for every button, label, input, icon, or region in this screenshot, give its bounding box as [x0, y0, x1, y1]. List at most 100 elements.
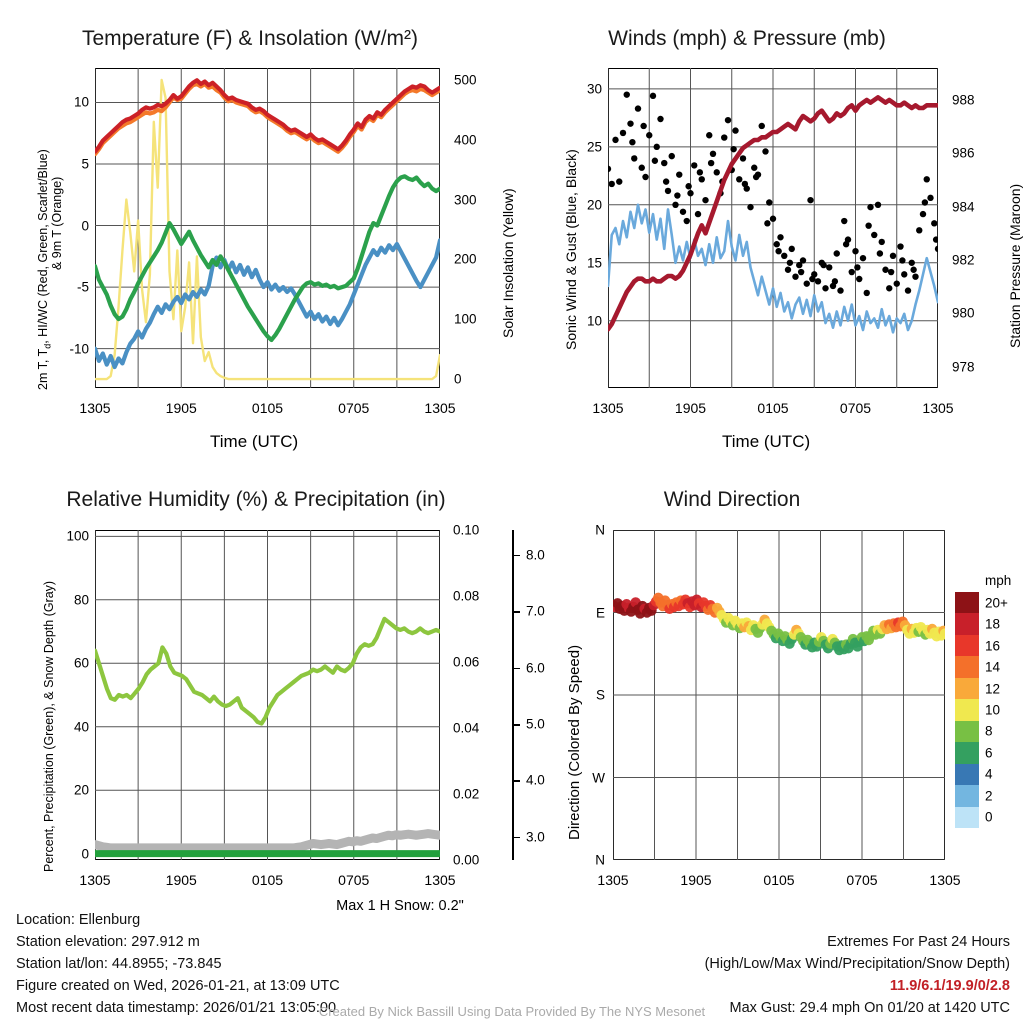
axis-tick-label: 0105	[763, 872, 795, 888]
chart-title-winds: Winds (mph) & Pressure (mb)	[608, 27, 886, 50]
axis-tick-label: 0	[81, 846, 89, 862]
axis-tick-label: 984	[952, 199, 975, 215]
axis-tick	[512, 724, 520, 726]
axis-tick-label: 7.0	[526, 603, 545, 619]
colorbar-label: 0	[985, 809, 993, 825]
axis-tick-label: 6.0	[526, 660, 545, 676]
axis-tick-label: 1305	[597, 872, 629, 888]
chart-title-humidity: Relative Humidity (%) & Precipitation (i…	[66, 488, 446, 511]
axis-tick-label: 200	[454, 251, 477, 267]
colorbar-swatch	[955, 613, 979, 636]
colorbar-label: 8	[985, 723, 993, 739]
axis-tick-label: 4.0	[526, 772, 545, 788]
axis-tick-label: 10	[586, 313, 602, 329]
figure-credit: Created By Nick Bassill Using Data Provi…	[318, 1004, 706, 1019]
axis-tick	[512, 667, 520, 670]
axis-tick-label: 1305	[592, 400, 624, 416]
axis-title-time-1: Time (UTC)	[210, 432, 299, 451]
axis-tick-label: 0705	[846, 872, 878, 888]
axis-tick	[512, 611, 520, 613]
footer-location: Location: Ellenburg	[16, 912, 141, 928]
axis-tick-label: 0.04	[453, 720, 480, 736]
axis-tick-label: 0.06	[453, 654, 480, 670]
colorbar-swatch	[955, 634, 979, 657]
colorbar-label: 14	[985, 659, 1001, 675]
colorbar-label: 20+	[985, 595, 1008, 611]
plot-area-temperature: -10 -5 0 5 10 0 100 200 300 400 500 1305 1905 0105 070…	[69, 68, 477, 416]
max-1h-snow-annotation: Max 1 H Snow: 0.2"	[336, 898, 464, 914]
axis-tick-label: 10	[73, 94, 89, 110]
axis-tick-label: 0105	[251, 400, 284, 416]
axis-tick-label: E	[595, 605, 605, 620]
axis-tick	[512, 780, 520, 783]
axis-label-wind-direction: Direction (Colored By Speed)	[566, 644, 583, 840]
footer-created: Figure created on Wed, 2026-01-21, at 13…	[16, 978, 340, 994]
footer-elevation: Station elevation: 297.912 m	[16, 934, 200, 950]
colorbar-swatch	[955, 785, 979, 807]
axis-tick	[512, 836, 520, 839]
colorbar-swatch	[955, 592, 979, 614]
axis-tick-label: 0105	[251, 872, 284, 888]
colorbar-swatch	[955, 763, 979, 786]
axis-tick-label: 0.08	[453, 588, 480, 604]
axis-tick-label: 0.10	[453, 522, 480, 538]
axis-tick-label: 1905	[680, 872, 712, 888]
axis-tick-label: 1305	[929, 872, 961, 888]
axis-tick-label: 982	[952, 252, 975, 268]
axis-title-time-2: Time (UTC)	[722, 432, 811, 451]
axis-tick-label: 1305	[79, 400, 111, 416]
axis-tick-label: 20	[586, 197, 602, 213]
footer-recent-timestamp: Most recent data timestamp: 2026/01/21 1…	[16, 1000, 337, 1016]
axis-tick-label: 0705	[338, 400, 370, 416]
plot-area-wind-direction: N W S E N 1305 1905 0105 0705 1305	[592, 523, 960, 889]
chart-title-wind-direction: Wind Direction	[663, 488, 801, 511]
axis-tick-label: 1905	[165, 400, 197, 416]
axis-tick-label: 988	[952, 92, 975, 108]
axis-tick-label: S	[595, 687, 605, 703]
colorbar-label: 12	[985, 681, 1001, 697]
axis-tick-label: 25	[586, 139, 602, 155]
axis-tick-label: 3.0	[526, 829, 545, 845]
axis-tick-label: 0705	[839, 400, 872, 416]
axis-tick-label: N	[595, 852, 605, 868]
extremes-values: 11.9/6.1/19.9/0/2.8	[889, 978, 1010, 994]
colorbar-header: mph	[985, 573, 1012, 588]
colorbar-label: 2	[985, 788, 993, 804]
colorbar-swatch	[955, 720, 979, 743]
axis-tick-label: 978	[952, 359, 975, 375]
axis-tick-label: 1305	[79, 872, 111, 888]
colorbar-swatch	[955, 699, 979, 722]
colorbar-label: 6	[985, 745, 993, 761]
axis-tick-label: 986	[952, 145, 975, 161]
axis-tick-label: 400	[454, 132, 477, 148]
axis-tick-label: 0705	[338, 872, 370, 888]
colorbar-label: 18	[985, 616, 1001, 632]
axis-tick-label: 0	[81, 218, 89, 234]
plot-area-winds: 10 15 20 25 30 978 980 982 984 986 988 1305 1905 0105…	[587, 68, 975, 416]
colorbar-label: 16	[985, 638, 1001, 654]
colorbar-label: 10	[985, 702, 1001, 718]
axis-tick-label: 0.02	[453, 786, 480, 802]
axis-tick-label: 30	[586, 81, 602, 97]
axis-tick-label: W	[592, 770, 605, 785]
axis-tick-label: 40	[73, 719, 89, 735]
colorbar-swatch	[955, 656, 979, 679]
axis-tick-label: 1905	[165, 872, 197, 888]
axis-tick-label: 60	[73, 655, 89, 671]
axis-label-solar-insolation: Solar Insolation (Yellow)	[500, 188, 516, 338]
axis-tick-label: 5.0	[526, 716, 545, 732]
axis-tick-label: 20	[73, 782, 89, 798]
max-gust: Max Gust: 29.4 mph On 01/20 at 1420 UTC	[729, 1000, 1010, 1016]
axis-tick-label: 0.00	[453, 852, 480, 868]
axis-tick	[512, 554, 520, 557]
axis-tick-label: 5	[81, 156, 89, 172]
colorbar-wind-speed: 20+ 18 16 14 12 10 8 6 4 2 0	[955, 592, 1008, 829]
extremes-title: Extremes For Past 24 Hours	[827, 934, 1010, 950]
axis-tick-label: 500	[454, 72, 477, 88]
axis-tick-label: 100	[66, 528, 89, 544]
axis-tick-label: 8.0	[526, 547, 545, 563]
axis-tick-label: 1305	[922, 400, 954, 416]
axis-tick-label: 300	[454, 192, 477, 208]
chart-title-temperature: Temperature (F) & Insolation (W/m²)	[81, 27, 419, 50]
axis-tick-label: 80	[73, 592, 89, 608]
